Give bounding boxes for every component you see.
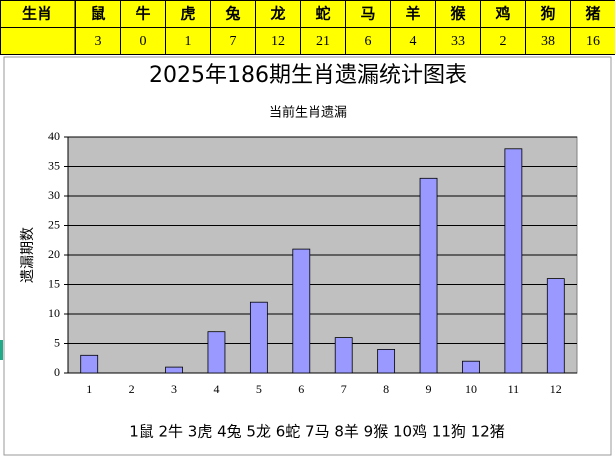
animal-name: 蛇 [315, 5, 330, 23]
miss-count: 12 [271, 34, 285, 49]
table-cell [570, 0, 615, 28]
table-cell [165, 27, 211, 55]
miss-count: 3 [95, 34, 102, 49]
bar [334, 337, 353, 374]
x-tick-label: 4 [213, 382, 219, 396]
bar [504, 148, 523, 374]
y-axis-label: 遗漏期数 [20, 227, 36, 283]
bar [80, 354, 99, 374]
miss-count: 4 [410, 34, 417, 49]
y-tick-label: 35 [48, 158, 60, 172]
bar [419, 177, 438, 374]
chart-title: 当前生肖遗漏 [269, 105, 347, 121]
bar [249, 301, 268, 374]
x-tick-label: 3 [171, 382, 177, 396]
miss-count: 0 [140, 34, 147, 49]
table-cell [390, 0, 436, 28]
bar [546, 278, 565, 374]
y-tick-label: 0 [54, 365, 60, 379]
x-tick-label: 8 [383, 382, 389, 396]
table-cell [435, 0, 481, 28]
table-cell [390, 27, 436, 55]
caption: 1鼠 2牛 3虎 4兔 5龙 6蛇 7马 8羊 9猴 10鸡 11狗 12猪 [129, 423, 505, 441]
x-tick-label: 2 [129, 382, 135, 396]
miss-count: 1 [185, 34, 192, 49]
table-corner: 生肖 [22, 5, 52, 23]
table-cell [435, 27, 481, 55]
y-tick-label: 10 [48, 306, 60, 320]
miss-count: 7 [230, 34, 237, 49]
animal-name: 牛 [135, 5, 150, 23]
miss-count: 21 [316, 34, 330, 49]
miss-count: 33 [451, 34, 465, 49]
miss-count: 2 [500, 34, 507, 49]
edge-marker [0, 340, 3, 360]
table-cell [120, 27, 166, 55]
x-tick-label: 10 [465, 382, 477, 396]
x-tick-label: 9 [426, 382, 432, 396]
animal-name: 鸡 [494, 5, 510, 23]
x-tick-label: 5 [256, 382, 262, 396]
bar [462, 360, 480, 374]
y-tick-label: 40 [48, 129, 60, 143]
table-cell [300, 27, 346, 55]
y-tick-label: 25 [48, 217, 60, 231]
animal-name: 羊 [405, 5, 420, 23]
animal-name: 鼠 [90, 5, 105, 23]
x-tick-label: 7 [341, 382, 347, 396]
bar [377, 348, 396, 374]
x-tick-label: 11 [508, 382, 520, 396]
x-tick-label: 12 [550, 382, 562, 396]
miss-count: 16 [586, 34, 600, 49]
table-cell [525, 0, 571, 28]
table-cell [480, 0, 526, 28]
y-tick-label: 15 [48, 276, 60, 290]
x-tick-label: 6 [298, 382, 304, 396]
table-cell [255, 27, 301, 55]
animal-name: 马 [360, 5, 375, 23]
y-tick-label: 20 [48, 247, 60, 261]
animal-name: 兔 [224, 5, 240, 23]
table-cell [0, 0, 76, 28]
table-cell [0, 27, 76, 55]
table-cell [480, 27, 526, 55]
table-cell [570, 27, 615, 55]
x-tick-label: 1 [86, 382, 92, 396]
bar [292, 248, 311, 374]
table-cell [210, 27, 256, 55]
y-tick-label: 5 [54, 335, 60, 349]
bar [207, 331, 226, 374]
miss-count: 6 [365, 34, 372, 49]
bar [165, 366, 183, 374]
animal-name: 狗 [540, 5, 555, 23]
table-cell [345, 27, 391, 55]
animal-name: 龙 [269, 5, 285, 23]
animal-name: 虎 [180, 5, 195, 23]
miss-count: 38 [541, 34, 555, 49]
animal-name: 猪 [584, 5, 600, 23]
y-tick-label: 30 [48, 188, 60, 202]
page-title: 2025年186期生肖遗漏统计图表 [149, 63, 467, 88]
animal-name: 猴 [450, 5, 466, 23]
